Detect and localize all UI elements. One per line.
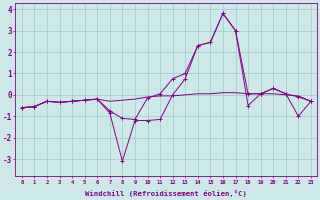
X-axis label: Windchill (Refroidissement éolien,°C): Windchill (Refroidissement éolien,°C)	[85, 190, 247, 197]
